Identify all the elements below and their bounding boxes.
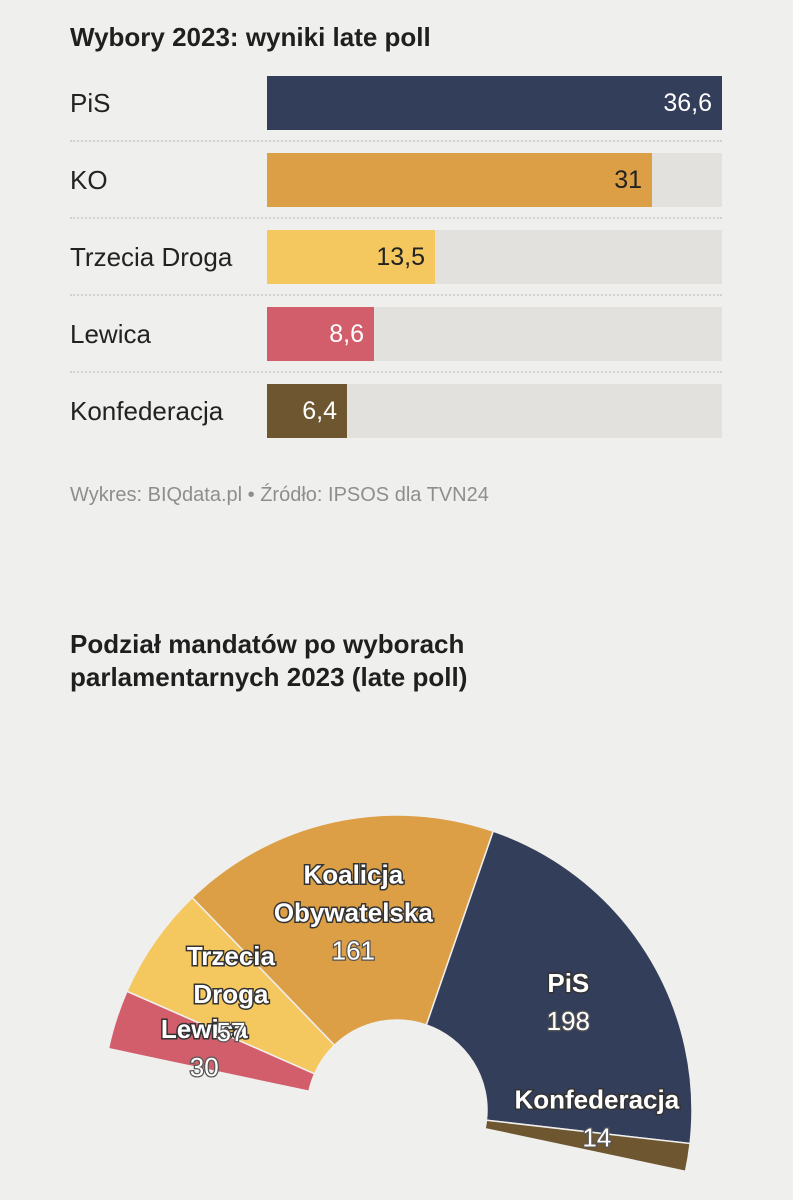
seat-chart-title-line-1: Podział mandatów po wyborach [70,629,465,659]
bar-row: Trzecia Droga 13,5 [70,230,722,284]
bar-value-label: 31 [614,166,642,194]
bar [267,153,652,207]
bar-label: PiS [70,88,111,118]
seat-slice-label: Konfederacja [514,1084,679,1114]
bar-track: 31 [267,153,722,207]
bar-value-label: 36,6 [663,89,712,117]
seat-slice-value: 57 [216,1017,245,1047]
row-separator [70,217,722,219]
bar-row: Lewica 8,6 [70,307,722,361]
bar-track: 36,6 [267,76,722,130]
bar-value-label: 6,4 [302,397,337,425]
seat-slice-label: Koalicja [303,859,403,889]
bar-track: 6,4 [267,384,722,438]
bar-chart-title: Wybory 2023: wyniki late poll [70,22,431,52]
bar-row: Konfederacja 6,4 [70,384,722,438]
seat-slice-value: 30 [190,1052,219,1082]
seat-slice-label: Trzecia [187,941,276,971]
bar-row: KO 31 [70,153,722,207]
bar [267,230,435,284]
bar-label: Lewica [70,319,151,349]
bar-track: 13,5 [267,230,722,284]
bar [267,307,374,361]
seat-chart-title-line-2: parlamentarnych 2023 (late poll) [70,662,468,692]
bar [267,76,722,130]
seat-slice-label: Obywatelska [274,897,434,927]
bar-value-label: 8,6 [329,320,364,348]
row-separator [70,371,722,373]
bar-label: Trzecia Droga [70,242,233,272]
seat-slice [425,830,693,1145]
seat-slice-label: PiS [547,968,589,998]
bar-row: PiS 36,6 [70,76,722,130]
bar-label: KO [70,165,108,195]
seat-slice-label: Lewica [161,1014,248,1044]
seat-slice [484,1119,691,1173]
row-separator [70,294,722,296]
seat-slice-value: 161 [332,935,375,965]
bar-label: Konfederacja [70,396,224,426]
bar [267,384,347,438]
row-separator [70,140,722,142]
seat-slice-value: 14 [582,1122,611,1152]
seat-slice [191,814,495,1047]
bar-track: 8,6 [267,307,722,361]
chart-source: Wykres: BIQdata.pl • Źródło: IPSOS dla T… [70,484,489,506]
seat-slice-label: Droga [193,979,269,1009]
seat-slice-value: 198 [547,1006,590,1036]
bar-value-label: 13,5 [376,243,425,271]
seat-chart-title: Podział mandatów po wyborach parlamentar… [70,628,670,694]
